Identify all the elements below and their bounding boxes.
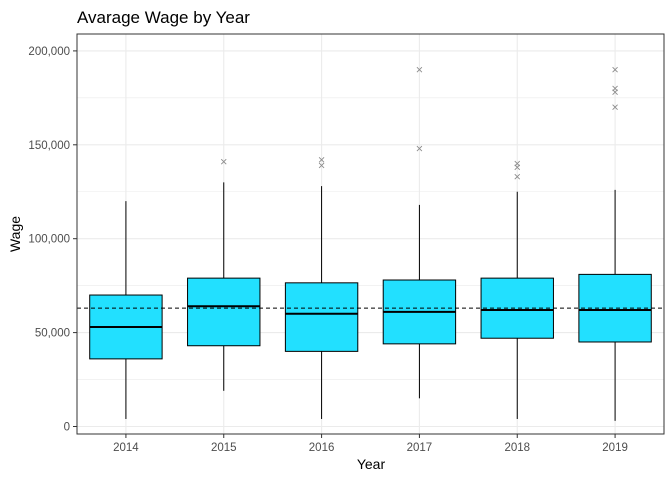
y-tick-label: 100,000 — [28, 234, 70, 246]
outlier-point — [514, 160, 521, 167]
chart-title: Avarage Wage by Year — [77, 8, 250, 27]
plot-area: 0 50,000 100,000 150,000 200,000 2014 2015 2016… — [28, 33, 665, 454]
outlier-point — [612, 85, 618, 92]
y-axis-title: Wage — [7, 216, 23, 252]
y-tick-label: 50,000 — [35, 328, 70, 340]
outlier-point — [318, 157, 325, 163]
x-tick-label: 2014 — [113, 442, 139, 454]
panel-background — [77, 34, 664, 434]
outlier-point — [514, 173, 521, 180]
y-tick-label: 150,000 — [28, 140, 70, 152]
box-2015 — [187, 277, 261, 347]
y-tick-label: 200,000 — [28, 46, 70, 58]
panel-border — [76, 33, 665, 435]
x-tick-label: 2016 — [309, 442, 335, 454]
outlier-point — [416, 66, 423, 73]
x-tick-label: 2018 — [504, 442, 530, 454]
box-2016 — [284, 282, 359, 352]
outlier-point — [416, 145, 423, 152]
x-tick-label: 2019 — [602, 442, 628, 454]
x-tick-label: 2017 — [407, 442, 433, 454]
x-axis-title: Year — [357, 456, 386, 472]
outlier-point — [612, 104, 618, 111]
outlier-point — [318, 162, 325, 169]
x-tick-label: 2015 — [211, 442, 237, 454]
outlier-point — [220, 158, 227, 165]
outlier-point — [612, 66, 618, 73]
y-tick-label: 0 — [64, 421, 70, 433]
